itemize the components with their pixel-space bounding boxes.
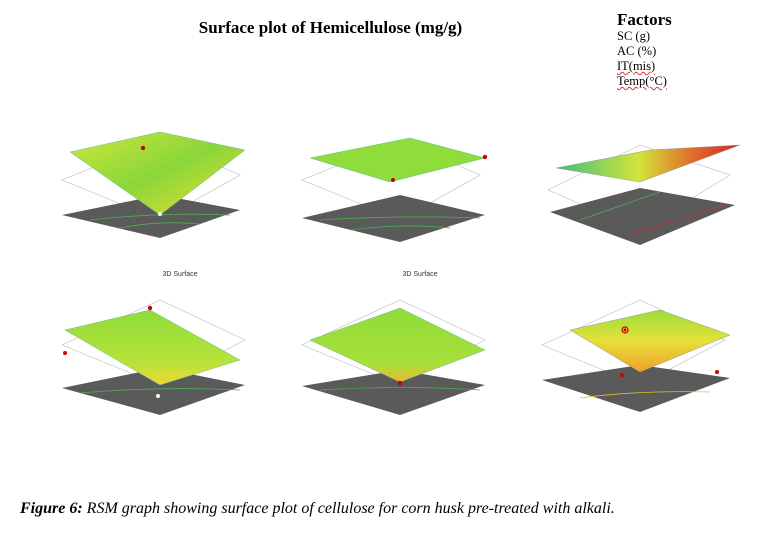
factors-heading: Factors: [617, 10, 672, 29]
factors-legend: Factors SC (g) AC (%) IT(mis) Temp(°C): [617, 10, 672, 89]
factor-item-temp: Temp(°C): [617, 74, 667, 88]
caption-text: RSM graph showing surface plot of cellul…: [86, 500, 615, 517]
factor-item-ac: AC (%): [617, 44, 657, 58]
surface-plot-6: [520, 290, 760, 440]
surface-label-1: 3D Surface: [162, 271, 198, 278]
surface-plot-4: [40, 290, 280, 440]
surface-plot-1: [40, 120, 280, 270]
caption-label: Figure 6:: [20, 500, 83, 517]
figure-caption: Figure 6: RSM graph showing surface plot…: [20, 500, 760, 518]
chart-title: Surface plot of Hemicellulose (mg/g): [198, 18, 463, 37]
surface-plot-2: [280, 120, 520, 270]
surface-plot-3: [520, 120, 760, 270]
surface-plot-5: [280, 290, 520, 440]
factor-item-it: IT(mis): [617, 59, 656, 73]
factor-item-sc: SC (g): [617, 29, 650, 43]
surface-label-2: 3D Surface: [402, 271, 438, 278]
